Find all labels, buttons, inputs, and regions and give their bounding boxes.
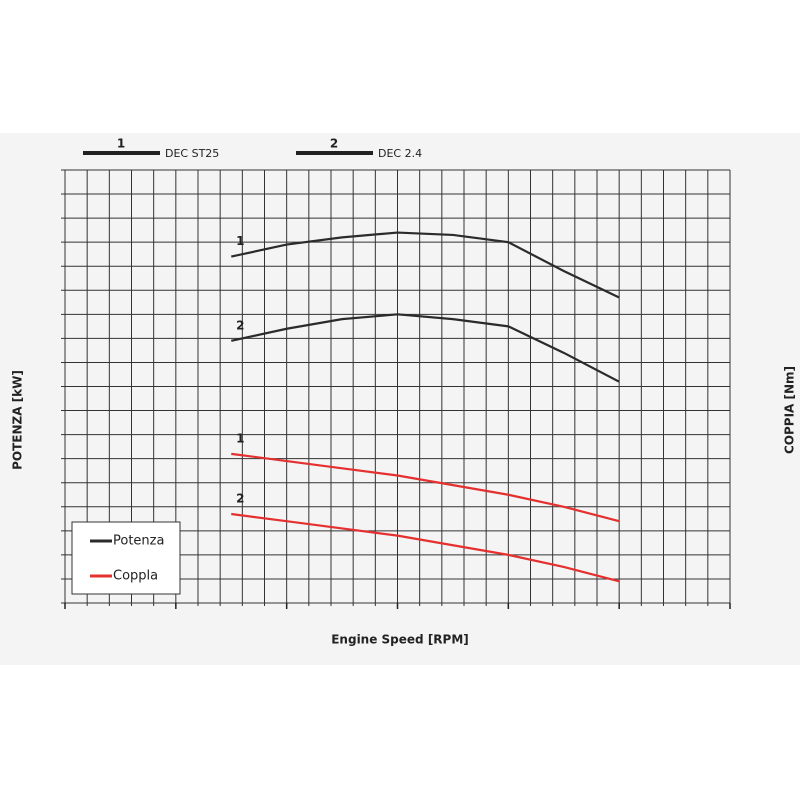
series-line — [231, 313, 620, 383]
series-label: 1 — [236, 234, 244, 248]
series-label: 2 — [236, 318, 244, 332]
series-line — [231, 512, 620, 583]
legend-label: DEC 2.4 — [378, 147, 422, 160]
series-line — [231, 452, 620, 523]
series-label: 1 — [236, 431, 244, 445]
series-label: 2 — [236, 491, 244, 505]
x-axis-title: Engine Speed [RPM] — [331, 633, 469, 647]
legend-box — [71, 521, 181, 595]
legend-number: 2 — [330, 137, 338, 151]
legend-number: 1 — [117, 137, 125, 151]
y2-axis-title: COPPIA [Nm] — [783, 366, 797, 454]
legend-label: DEC ST25 — [165, 147, 219, 160]
legend-entry: Potenza — [113, 534, 164, 549]
y-axis-title: POTENZA [kW] — [11, 370, 25, 470]
legend-entry: Coppla — [113, 569, 158, 584]
series-line — [231, 231, 620, 299]
